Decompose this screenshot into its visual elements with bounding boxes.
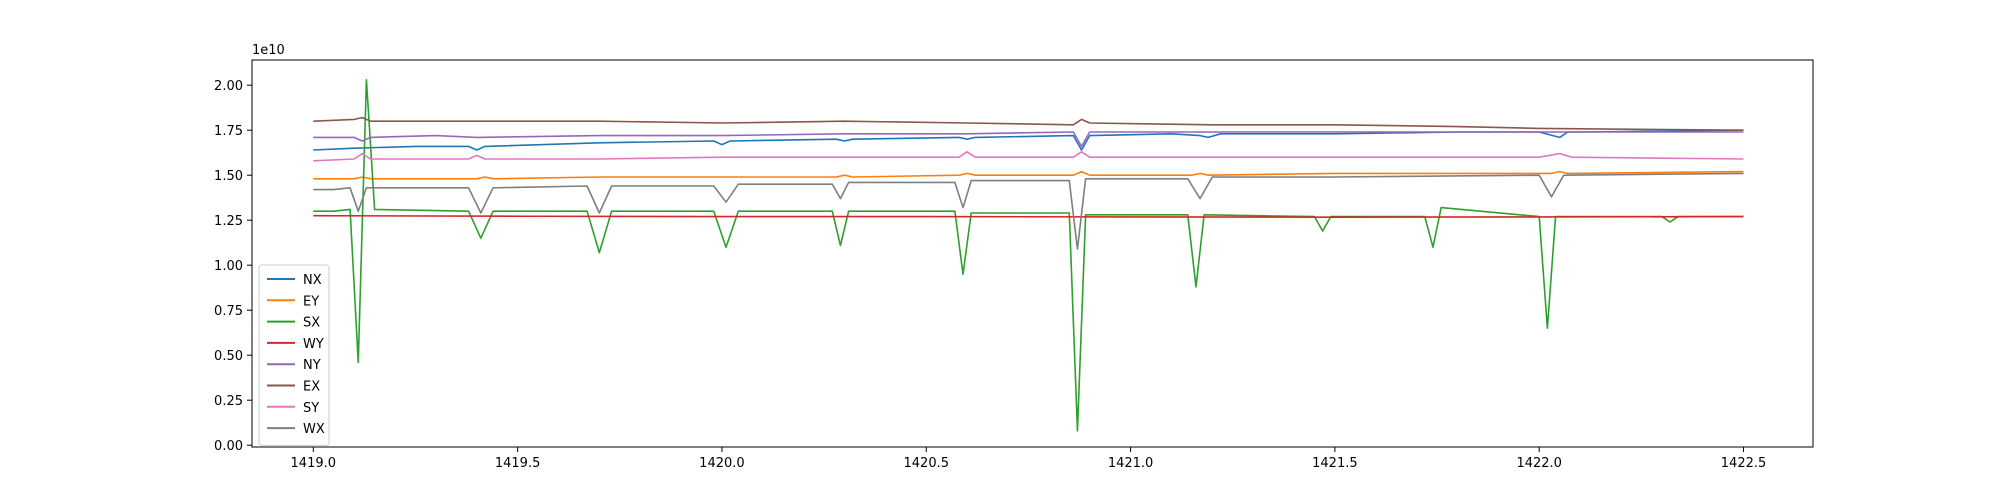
series-line-ex: [313, 116, 1744, 131]
legend-box: [258, 264, 330, 446]
x-tick-label: 1420.0: [699, 456, 745, 471]
y-tick-label: 1.75: [214, 124, 243, 139]
series-line-sy: [313, 151, 1744, 162]
y-tick-label: 0.25: [214, 394, 243, 409]
y-tick-label: 1.25: [214, 214, 243, 229]
legend-label-sx: SX: [303, 316, 320, 331]
plot-frame: [251, 59, 1814, 448]
legend-label-ny: NY: [303, 358, 321, 373]
series-layer: [313, 79, 1744, 432]
x-tick-label: 1421.5: [1312, 456, 1358, 471]
y-tick-label: 1.00: [214, 259, 243, 274]
legend: NX EY SX WY NY EX SY WX: [258, 264, 330, 446]
x-tick-label: 1421.0: [1108, 456, 1154, 471]
legend-label-wy: WY: [303, 337, 324, 352]
x-tick-label: 1419.5: [495, 456, 541, 471]
y-tick-label: 2.00: [214, 79, 243, 94]
y-tick-label: 0.75: [214, 304, 243, 319]
series-line-ny: [313, 131, 1744, 148]
legend-label-wx: WX: [303, 422, 325, 437]
legend-label-ex: EX: [303, 380, 320, 395]
x-tick-label: 1420.5: [904, 456, 950, 471]
legend-label-nx: NX: [303, 273, 322, 288]
legend-label-sy: SY: [303, 401, 319, 416]
series-line-wy: [313, 214, 1744, 218]
y-tick-label: 1.50: [214, 169, 243, 184]
series-line-ey: [313, 170, 1744, 180]
series-line-sx: [313, 79, 1744, 432]
axis-layer: 1419.0 1419.5 1420.0 1420.5 1421.0 1421.5 1422…: [214, 79, 1766, 471]
series-line-wx: [313, 172, 1744, 250]
y-offset-label: 1e10: [252, 43, 285, 58]
y-tick-label: 0.50: [214, 349, 243, 364]
x-tick-label: 1422.5: [1721, 456, 1767, 471]
x-tick-label: 1422.0: [1516, 456, 1562, 471]
x-tick-label: 1419.0: [291, 456, 337, 471]
y-tick-label: 0.00: [214, 439, 243, 454]
legend-label-ey: EY: [303, 294, 319, 309]
